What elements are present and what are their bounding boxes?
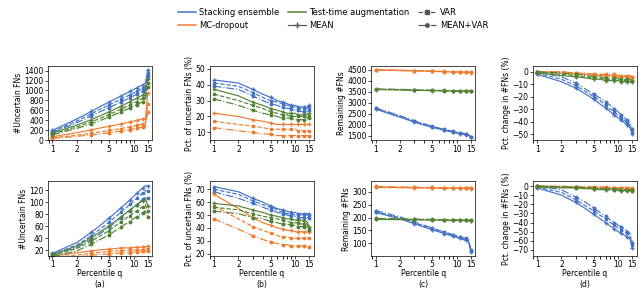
X-axis label: Percentile q
(a): Percentile q (a) — [77, 269, 123, 289]
Y-axis label: Pct. of uncertain FNs (%): Pct. of uncertain FNs (%) — [185, 171, 194, 266]
Y-axis label: Pct. change in #FNs (%): Pct. change in #FNs (%) — [502, 57, 511, 149]
Y-axis label: Remaining #FNs: Remaining #FNs — [342, 187, 351, 251]
Y-axis label: #Uncertain FNs: #Uncertain FNs — [19, 189, 28, 249]
Y-axis label: Remaining #FNs: Remaining #FNs — [337, 71, 346, 135]
X-axis label: Percentile q
(d): Percentile q (d) — [562, 269, 607, 289]
Y-axis label: #Uncertain FNs: #Uncertain FNs — [14, 73, 23, 133]
Y-axis label: Pct. of uncertain FNs (%): Pct. of uncertain FNs (%) — [185, 55, 194, 150]
Legend: Stacking ensemble, MC-dropout, Test-time augmentation, MEAN, VAR, MEAN+VAR: Stacking ensemble, MC-dropout, Test-time… — [175, 6, 491, 33]
X-axis label: Percentile q
(b): Percentile q (b) — [239, 269, 284, 289]
X-axis label: Percentile q
(c): Percentile q (c) — [401, 269, 446, 289]
Y-axis label: Pct. change in #FNs (%): Pct. change in #FNs (%) — [502, 173, 511, 265]
